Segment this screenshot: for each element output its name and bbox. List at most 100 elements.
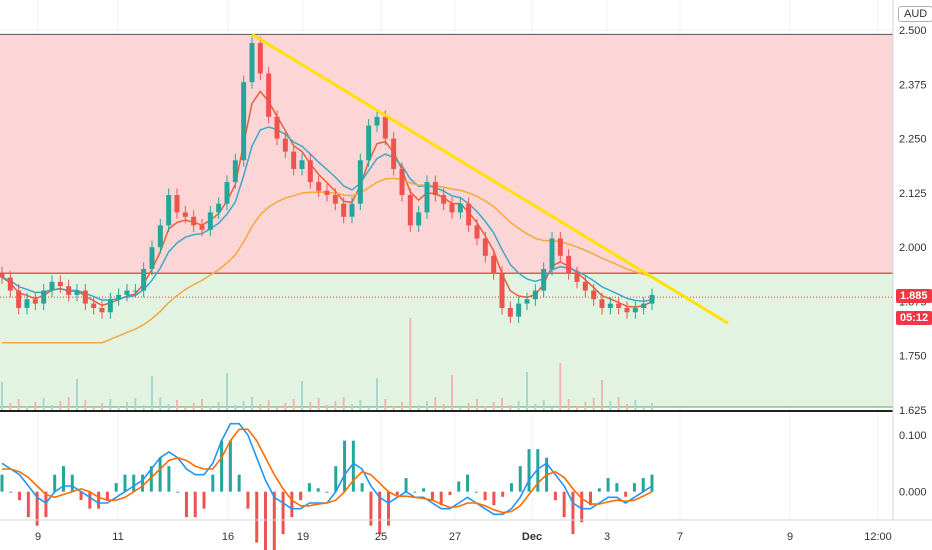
candle-body: [516, 303, 522, 317]
candle-body: [241, 82, 247, 161]
candle-body: [499, 273, 505, 308]
volume-bar: [101, 403, 103, 410]
macd-hist-bar: [641, 478, 645, 492]
volume-bar: [326, 405, 328, 410]
volume-bar: [34, 402, 37, 410]
candle-body: [399, 168, 405, 196]
volume-bar: [284, 403, 287, 410]
candle-body: [266, 73, 272, 117]
macd-hist-bar: [325, 491, 329, 493]
candle-body: [599, 299, 605, 308]
currency-button[interactable]: AUD: [898, 6, 932, 22]
macd-hist-bar: [132, 474, 136, 492]
candle-body: [382, 116, 388, 139]
volume-bar: [576, 406, 578, 410]
macd-hist-bar: [413, 491, 417, 493]
volume-bar: [592, 398, 595, 410]
candle-body: [391, 138, 397, 169]
candle-body: [332, 195, 338, 204]
macd-hist-bar: [553, 491, 557, 501]
candle-body: [432, 182, 438, 196]
macd-hist-bar: [123, 474, 127, 492]
macd-hist-bar: [343, 440, 347, 492]
volume-bar: [184, 407, 187, 410]
volume-bar: [442, 404, 445, 410]
candle-body: [157, 225, 163, 248]
candle-body: [107, 299, 113, 313]
date-tick: 9: [787, 531, 793, 543]
macd-hist-bar: [79, 491, 83, 501]
candle-body: [574, 273, 580, 282]
price-tick: 2.250: [899, 134, 927, 146]
macd-hist-bar: [307, 483, 311, 492]
date-tick: Dec: [522, 531, 542, 543]
macd-hist-bar: [237, 474, 241, 492]
candle-body: [74, 290, 80, 295]
candle-body: [207, 212, 213, 230]
macd-hist-bar: [580, 491, 584, 523]
price-zones: [0, 33, 893, 408]
candle-body: [341, 203, 347, 217]
volume-bar: [517, 401, 520, 410]
macd-hist-bar: [246, 491, 250, 509]
volume-bar: [292, 399, 295, 410]
candle-body: [324, 190, 330, 196]
trendline[interactable]: [251, 33, 729, 325]
volume-bar: [17, 399, 20, 410]
macd-hist-bar: [351, 440, 355, 492]
macd-hist-bar: [70, 474, 74, 492]
volume-bar: [584, 402, 587, 410]
macd-hist-bar: [501, 491, 505, 497]
macd-hist-bar: [272, 491, 276, 550]
candle-body: [624, 307, 630, 313]
volume-bar: [351, 404, 353, 410]
macd-hist-bar: [378, 491, 382, 535]
current-price-badge: 1.885: [896, 289, 932, 303]
volume-bar: [334, 401, 337, 410]
volume-bar: [109, 399, 112, 410]
macd-hist-bar: [228, 440, 232, 492]
macd-hist-bar: [589, 491, 593, 506]
volume-bar: [484, 406, 487, 410]
macd-hist-bar: [439, 491, 443, 506]
volume-bar: [451, 375, 453, 410]
macd-tick: 0.000: [899, 487, 927, 499]
candle-body: [299, 160, 305, 169]
macd-hist-bar: [597, 488, 601, 492]
date-tick: 11: [112, 531, 123, 543]
candle-body: [191, 216, 197, 226]
candle-body: [166, 195, 172, 226]
candle-body: [291, 151, 297, 169]
candlesticks: [0, 36, 655, 324]
candle-body: [632, 307, 638, 313]
volume-bar: [192, 403, 195, 410]
candle-body: [649, 294, 655, 304]
signal-line: [2, 428, 653, 514]
macd-hist-bar: [650, 474, 654, 492]
macd-hist-bar: [527, 449, 531, 492]
candle-body: [466, 203, 472, 226]
candle-body: [132, 290, 138, 292]
macd-hist-bar: [571, 491, 575, 535]
volume-bar: [301, 381, 303, 410]
trendline-line: [251, 33, 729, 325]
candle-body: [482, 238, 488, 256]
macd-hist-bar: [466, 474, 470, 492]
candle-body: [32, 299, 38, 304]
volume-bar: [142, 405, 145, 410]
date-tick: 27: [449, 531, 461, 543]
macd-hist-bar: [448, 491, 452, 496]
candle-body: [457, 203, 463, 213]
volume-bar: [392, 406, 395, 410]
macd-hist-bar: [632, 483, 636, 492]
candle-body: [149, 247, 155, 269]
volume-bar: [126, 402, 128, 410]
volume-bar: [267, 400, 270, 410]
volume-bar: [317, 398, 320, 410]
volume-bar: [601, 380, 603, 410]
macd-hist-bar: [422, 488, 426, 492]
price-tick: 2.000: [899, 242, 927, 254]
candle-body: [441, 195, 447, 204]
volume-bar: [609, 401, 612, 410]
